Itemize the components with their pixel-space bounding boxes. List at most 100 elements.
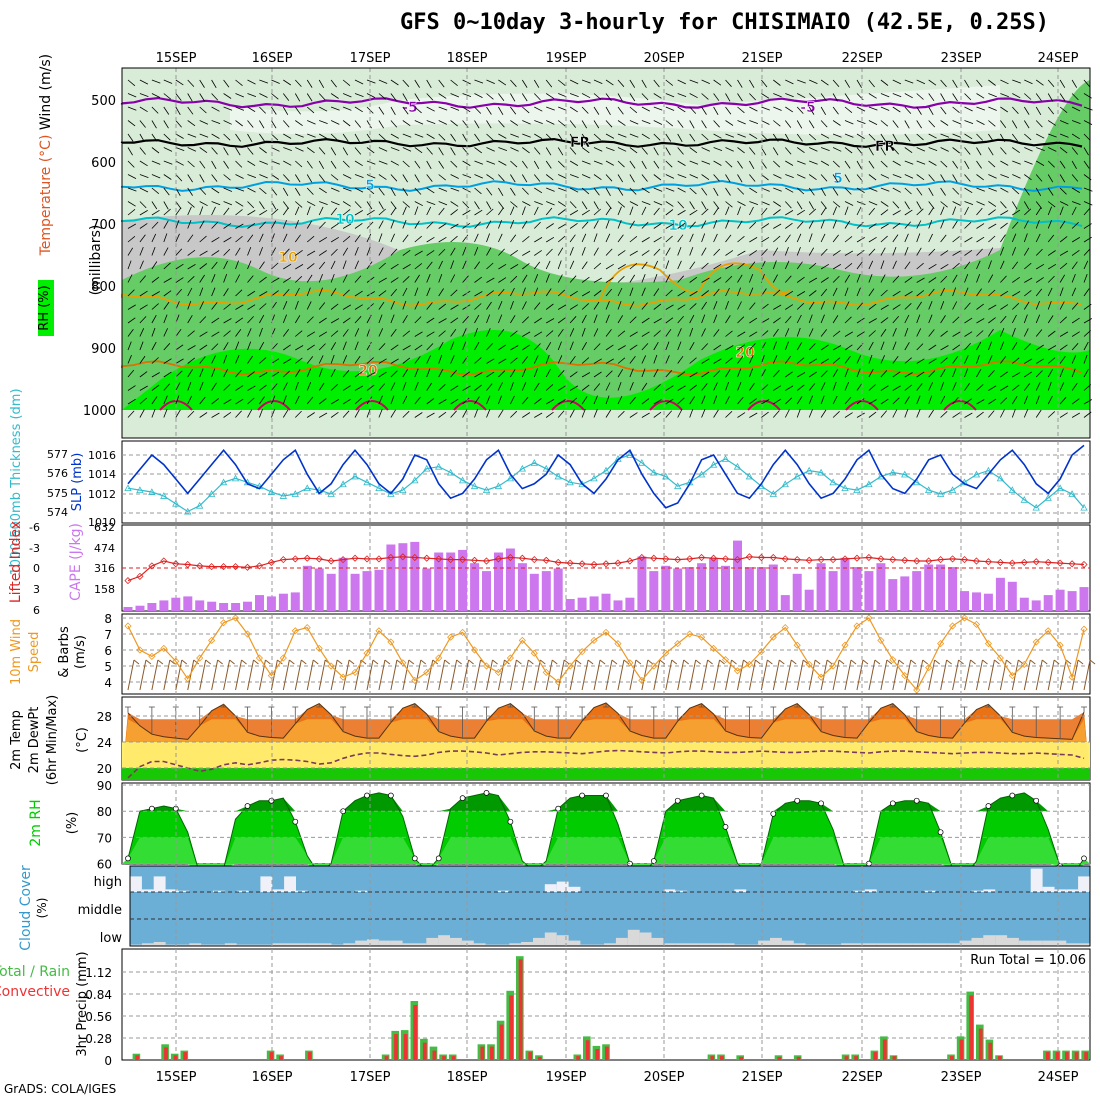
wind-barb bbox=[175, 207, 182, 216]
lifted-index-point bbox=[614, 559, 622, 567]
wind-barb bbox=[319, 201, 328, 205]
cape-bar bbox=[398, 543, 408, 611]
wind-barb bbox=[1000, 210, 1009, 216]
wind-barb bbox=[940, 287, 945, 297]
precip-conv-bar bbox=[537, 1056, 542, 1060]
wind-barb bbox=[749, 93, 756, 101]
wind-barb bbox=[318, 398, 327, 405]
date-label-top: 20SEP bbox=[644, 51, 685, 66]
wind-barb bbox=[498, 301, 503, 310]
wind-barb bbox=[498, 344, 507, 351]
wind-barb bbox=[354, 79, 364, 85]
wind-barb bbox=[1059, 147, 1068, 154]
temp-axis-label: Temperature (°C) bbox=[38, 135, 54, 257]
wind-barb bbox=[414, 287, 419, 297]
wind-barb bbox=[796, 408, 801, 418]
wind-barb bbox=[271, 371, 280, 378]
wind-barb bbox=[749, 237, 758, 243]
wind-barb bbox=[462, 385, 471, 391]
wind-barb bbox=[462, 133, 468, 142]
wind-barb bbox=[892, 210, 901, 216]
wind-barb bbox=[653, 160, 660, 169]
li-tick: 3 bbox=[33, 583, 40, 596]
wind-barb bbox=[677, 290, 686, 297]
wind-barb bbox=[474, 246, 479, 256]
wind-barb bbox=[187, 160, 195, 168]
wind-barb bbox=[127, 317, 136, 324]
wind-barb bbox=[892, 234, 899, 243]
wind-barb bbox=[1012, 160, 1021, 165]
lifted-index-point bbox=[220, 563, 228, 571]
wind-barb bbox=[163, 301, 170, 310]
wind-barb bbox=[784, 260, 790, 270]
wind-barb-flag bbox=[169, 659, 176, 665]
wind-barb bbox=[402, 174, 408, 183]
wind-barb-10m bbox=[378, 659, 386, 691]
wind-barb-10m bbox=[270, 659, 278, 691]
wind-barb bbox=[940, 381, 945, 391]
wind-barb bbox=[689, 396, 695, 405]
cloud-bar bbox=[615, 937, 628, 946]
wind-barb-10m bbox=[294, 659, 302, 691]
wind-barb bbox=[318, 221, 326, 229]
wind-barb bbox=[988, 120, 996, 127]
wind-barb bbox=[605, 93, 612, 101]
wind-barb bbox=[677, 304, 686, 310]
wind-barb bbox=[533, 355, 539, 364]
wind-barb bbox=[450, 209, 458, 216]
cape-bar bbox=[1043, 595, 1053, 611]
wind-barb bbox=[737, 412, 746, 418]
wind-barb bbox=[462, 160, 471, 166]
wind-barb bbox=[820, 147, 830, 151]
wind-barb bbox=[605, 382, 611, 391]
wind-barb bbox=[916, 371, 925, 378]
wind-barb bbox=[569, 409, 575, 418]
wind-barb bbox=[533, 160, 540, 169]
wind-barb bbox=[187, 133, 197, 138]
wind-barb bbox=[199, 250, 208, 256]
wind-barb bbox=[964, 368, 969, 378]
temp-band-green-overlay bbox=[122, 768, 1090, 780]
wind-barb bbox=[1059, 344, 1068, 351]
wind-barb bbox=[1023, 201, 1030, 210]
wind-barb bbox=[832, 345, 842, 351]
wind-barb bbox=[784, 341, 789, 351]
wind-barb bbox=[725, 250, 734, 256]
wind-panel-frame bbox=[121, 613, 1091, 695]
wind-barb bbox=[223, 147, 229, 156]
wind-barb bbox=[916, 395, 921, 405]
wind-barb bbox=[976, 106, 986, 111]
wind-barb bbox=[1012, 187, 1020, 195]
wind-barb bbox=[785, 304, 794, 310]
wind-barb bbox=[498, 174, 505, 182]
wind-barb bbox=[641, 93, 649, 101]
wind-barb bbox=[342, 329, 349, 337]
cloud-bar bbox=[1042, 886, 1055, 892]
wind-barb bbox=[629, 316, 637, 324]
wind-barb bbox=[988, 247, 994, 256]
wind-speed-point bbox=[984, 640, 992, 648]
rh2m-point bbox=[698, 792, 705, 799]
wind-barb-10m bbox=[533, 659, 541, 691]
wind-barb bbox=[629, 301, 635, 310]
wind-barb bbox=[1012, 79, 1021, 84]
wind-barb bbox=[689, 106, 697, 114]
wind-barb bbox=[306, 187, 314, 195]
wind-barb bbox=[342, 147, 349, 156]
wind-barb bbox=[306, 368, 312, 378]
wind-barb bbox=[988, 147, 994, 156]
wind-barb bbox=[175, 187, 181, 196]
wind-barb bbox=[1012, 291, 1021, 297]
wind-barb bbox=[737, 356, 744, 364]
wind-barb bbox=[557, 341, 562, 351]
wind-barb bbox=[773, 235, 781, 243]
wind-barb bbox=[928, 133, 937, 139]
wind-barb bbox=[402, 120, 411, 127]
wind-barb bbox=[928, 314, 933, 324]
wind-barb bbox=[844, 133, 854, 138]
wind-speed-point bbox=[913, 686, 921, 694]
lifted-index-point bbox=[721, 555, 730, 563]
lifted-index-point bbox=[160, 557, 168, 565]
precip-axis-label: 3hr Precip (mm) bbox=[75, 951, 90, 1056]
wind-barb bbox=[545, 368, 551, 378]
